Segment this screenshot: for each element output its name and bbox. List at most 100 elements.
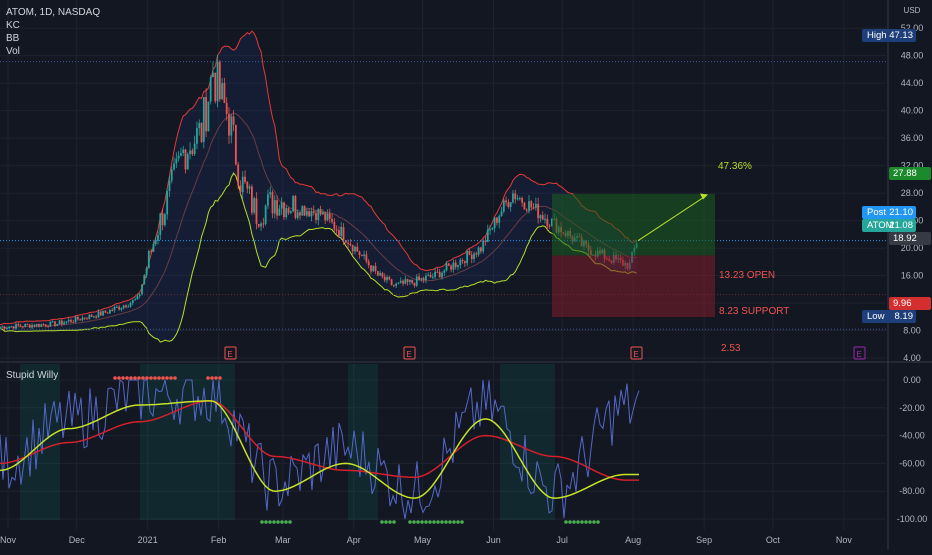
candle-body <box>370 265 372 272</box>
time-tick-label: Feb <box>211 535 227 545</box>
candle-body <box>546 218 549 226</box>
candle-body <box>221 83 224 100</box>
price-tick-label: 44.00 <box>901 78 924 88</box>
candle-body <box>480 247 482 252</box>
candle-body <box>38 323 40 327</box>
candle-body <box>374 265 377 272</box>
candle-body <box>445 263 448 271</box>
candle-body <box>528 201 530 211</box>
candle-body <box>264 205 267 224</box>
candle-body <box>278 208 281 216</box>
symbol-title[interactable]: ATOM, 1D, NASDAQ <box>6 7 101 18</box>
indicator-bb[interactable]: BB <box>6 33 20 44</box>
candle-body <box>246 182 249 189</box>
candle-body <box>214 72 217 102</box>
earnings-marker-label: E <box>856 350 861 359</box>
candle-body <box>186 154 189 170</box>
candle-body <box>372 265 375 272</box>
indicator-kc[interactable]: KC <box>6 20 20 31</box>
time-tick-label: Nov <box>0 535 16 545</box>
candle-body <box>109 309 111 314</box>
support-price-tag: 9.96 <box>889 297 931 310</box>
candle-body <box>207 101 210 132</box>
candle-body <box>342 227 345 240</box>
low-marker: Low 8.19 <box>862 310 916 323</box>
osc-signal-dot <box>388 520 392 524</box>
candle-body <box>99 311 102 316</box>
high-marker-label: High <box>867 30 887 41</box>
candle-body <box>299 212 301 216</box>
candle-body <box>427 274 430 276</box>
candle-body <box>209 77 212 102</box>
candle-body <box>182 149 185 154</box>
candle-body <box>120 307 123 310</box>
candle-body <box>482 240 485 252</box>
candle-body <box>129 303 132 307</box>
candle-body <box>198 123 201 129</box>
candle-body <box>0 327 1 329</box>
candle-body <box>406 279 409 283</box>
candle-body <box>365 254 368 262</box>
candle-body <box>356 246 359 252</box>
osc-signal-dot <box>117 376 121 380</box>
candle-body <box>271 192 274 214</box>
candle-body <box>189 150 191 155</box>
candle-body <box>466 250 469 264</box>
candle-body <box>8 326 11 329</box>
price-tick-label: 32.00 <box>901 161 924 171</box>
osc-tick-label: -100.00 <box>897 514 928 524</box>
candle-body <box>292 196 295 212</box>
candle-body <box>507 202 510 207</box>
open-label: 13.23 OPEN <box>719 270 775 281</box>
band-fill <box>0 31 637 343</box>
oscillator-title[interactable]: Stupid Willy <box>6 370 59 381</box>
candle-body <box>95 316 98 318</box>
candle-body <box>333 221 336 230</box>
osc-signal-dot <box>264 520 268 524</box>
upper-band-line <box>0 30 637 326</box>
candle-body <box>383 276 386 281</box>
osc-signal-dot <box>568 520 572 524</box>
candle-body <box>276 200 278 216</box>
candle-body <box>376 271 379 276</box>
candle-body <box>340 227 343 237</box>
candle-body <box>269 192 272 195</box>
candle-body <box>498 216 501 223</box>
candle-body <box>31 325 33 328</box>
candle-body <box>175 158 178 164</box>
candle-body <box>344 239 347 243</box>
candle-body <box>454 262 457 267</box>
last-price-value: 21.08 <box>889 220 913 231</box>
osc-signal-dot <box>392 520 396 524</box>
candle-body <box>143 275 146 285</box>
candle-body <box>141 284 143 295</box>
indicator-vol[interactable]: Vol <box>6 46 20 57</box>
candle-body <box>145 268 148 276</box>
osc-signal-dot <box>452 520 456 524</box>
candle-body <box>521 198 524 203</box>
candle-body <box>415 276 418 286</box>
candle-body <box>19 325 22 327</box>
candle-body <box>205 96 207 132</box>
candle-body <box>539 215 542 219</box>
candle-body <box>154 240 157 245</box>
candle-body <box>381 273 384 277</box>
earnings-marker <box>630 346 643 360</box>
candle-body <box>58 320 61 324</box>
osc-signal-dot <box>165 376 169 380</box>
candle-body <box>267 194 269 206</box>
candle-body <box>170 169 173 181</box>
candle-body <box>420 278 423 280</box>
candle-body <box>51 321 54 323</box>
candle-body <box>363 254 366 256</box>
candle-body <box>234 124 237 165</box>
chart-legend: ATOM, 1D, NASDAQ KC BB Vol <box>6 6 100 58</box>
gain-percent-label: 47.36% <box>718 161 752 172</box>
osc-signal-dot <box>408 520 412 524</box>
osc-signal-dot <box>456 520 460 524</box>
candle-body <box>395 283 398 286</box>
osc-signal-dot <box>133 376 137 380</box>
candle-body <box>450 265 453 270</box>
osc-signal-dot <box>276 520 280 524</box>
